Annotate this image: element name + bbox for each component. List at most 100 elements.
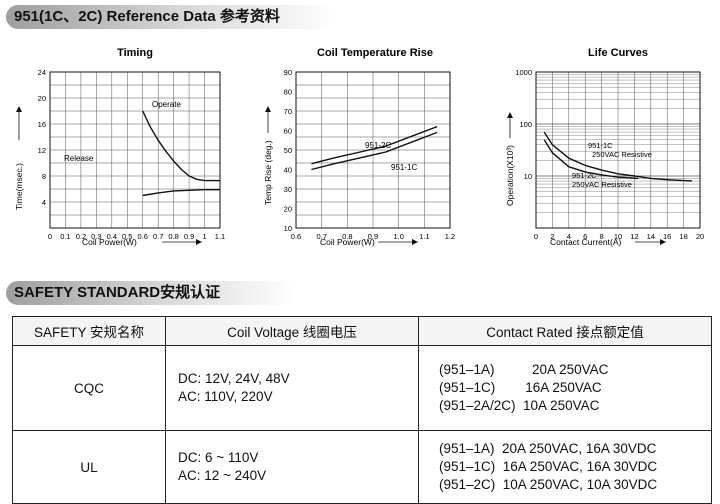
x-tick-label: 0.3	[91, 232, 101, 241]
series-line	[311, 131, 438, 171]
x-tick-label: 0.7	[153, 232, 163, 241]
y-tick-label: 100	[519, 120, 532, 129]
voltage-line: AC: 12 ~ 240V	[178, 468, 267, 483]
x-tick-label: 1.1	[419, 232, 429, 241]
y-tick-label: 70	[284, 107, 292, 116]
life-ylabel: Operation(X10³)	[505, 145, 515, 206]
life-2c-rating: 250VAC Resistive	[572, 180, 632, 189]
header-coil-voltage: Coil Voltage 线圈电压	[165, 316, 419, 346]
table-row: CQC DC: 12V, 24V, 48V AC: 110V, 220V (95…	[12, 345, 712, 431]
x-tick-label: 0	[48, 232, 52, 241]
life-1c-rating: 250VAC Resistive	[592, 150, 652, 159]
x-tick-label: 0	[534, 232, 538, 241]
coil-temp-chart: Coil Temperature Rise 0.6 0.7 0.8 0.9 1.0 1.1…	[263, 47, 456, 247]
x-tick-label: 20	[696, 232, 704, 241]
timing-yaxis-arrow	[16, 106, 22, 140]
x-tick-label: 6	[583, 232, 587, 241]
y-tick-label: 10	[284, 224, 292, 233]
x-tick-label: 1.2	[445, 232, 455, 241]
y-tick-label: 20	[38, 94, 46, 103]
table-header-row: SAFETY 安规名称 Coil Voltage 线圈电压 Contact Ra…	[12, 316, 712, 346]
y-tick-label: 1000	[515, 68, 532, 77]
coil-temp-2c-label: 951-2C	[365, 141, 391, 150]
safety-title: SAFETY STANDARD安规认证	[14, 284, 221, 301]
life-curves-chart: Life Curves 0 2 4 6 8 10 12 14 16 18 20 10 100 1000 9…	[505, 47, 704, 247]
x-tick-label: 0.9	[184, 232, 194, 241]
timing-ylabel: Time(msec.)	[14, 163, 24, 210]
y-tick-label: 50	[284, 146, 292, 155]
coil-temp-yaxis-arrow	[265, 106, 271, 133]
y-tick-label: 20	[284, 205, 292, 214]
timing-series	[142, 110, 220, 197]
y-tick-label: 60	[284, 127, 292, 136]
life-grid	[535, 71, 701, 229]
coil-temp-1c-label: 951-1C	[391, 163, 417, 172]
safety-name-cell: CQC	[12, 345, 166, 431]
y-tick-label: 16	[38, 120, 46, 129]
y-tick-label: 8	[42, 172, 46, 181]
reference-header-bar	[6, 5, 336, 29]
voltage-line: DC: 12V, 24V, 48V	[178, 371, 290, 386]
life-title: Life Curves	[588, 47, 648, 59]
series-line	[543, 131, 692, 182]
reference-title: 951(1C、2C) Reference Data 参考资料	[14, 8, 280, 25]
coil-voltage-cell: DC: 12V, 24V, 48V AC: 110V, 220V	[165, 345, 419, 431]
life-series	[543, 131, 692, 182]
life-yaxis-arrow	[507, 112, 513, 138]
x-tick-label: 12	[630, 232, 638, 241]
y-tick-label: 10	[524, 172, 532, 181]
x-tick-label: 10	[614, 232, 622, 241]
x-tick-label: 0.8	[342, 232, 352, 241]
safety-table: SAFETY 安规名称 Coil Voltage 线圈电压 Contact Ra…	[12, 316, 712, 504]
plot-frame	[295, 71, 451, 229]
y-tick-label: 40	[284, 166, 292, 175]
timing-ticks: 0 0.1 0.2 0.3 0.4 0.5 0.6 0.7 0.8 0.9 1 1.1 4 8 12 16 20…	[38, 68, 226, 241]
safety-header-bar	[6, 281, 296, 305]
contact-rated-cell: (951–1A) 20A 250VAC (951–1C) 16A 250VAC …	[418, 345, 712, 431]
timing-operate-label: Operate	[152, 100, 181, 109]
series-line	[142, 110, 220, 182]
coil-temp-ticks: 0.6 0.7 0.8 0.9 1.0 1.1 1.2 10 20 30 40 50 60 70 80 90	[284, 68, 456, 241]
life-2c-label: 951-2C	[572, 171, 597, 180]
x-tick-label: 18	[679, 232, 687, 241]
x-tick-label: 0.6	[291, 232, 301, 241]
x-tick-label: 1.1	[215, 232, 225, 241]
x-tick-label: 4	[567, 232, 571, 241]
coil-voltage-cell: DC: 6 ~ 110V AC: 12 ~ 240V	[165, 430, 419, 504]
series-line	[142, 188, 220, 197]
life-1c-label: 951-1C	[588, 141, 613, 150]
y-tick-label: 30	[284, 185, 292, 194]
x-tick-label: 0.4	[107, 232, 117, 241]
safety-name-cell: UL	[12, 430, 166, 504]
life-ticks: 0 2 4 6 8 10 12 14 16 18 20 10 100 1000	[515, 68, 704, 241]
y-tick-label: 4	[42, 198, 46, 207]
x-tick-label: 14	[647, 232, 655, 241]
life-xaxis-arrow	[635, 239, 666, 245]
timing-chart: Timing 0 0.1 0.2 0.3 0.4 0.5 0.6 0.7 0.8 0.9 1 1.1 4…	[14, 47, 226, 247]
series-line	[311, 125, 438, 165]
y-tick-label: 80	[284, 88, 292, 97]
x-tick-label: 2	[550, 232, 554, 241]
life-xlabel: Contact Current(A)	[550, 237, 621, 247]
coil-temp-xaxis-arrow	[378, 239, 418, 245]
table-row: UL DC: 6 ~ 110V AC: 12 ~ 240V (951–1A) 2…	[12, 430, 712, 504]
timing-title: Timing	[117, 47, 153, 59]
x-tick-label: 0.1	[60, 232, 70, 241]
coil-temp-title: Coil Temperature Rise	[317, 47, 433, 59]
timing-xlabel: Coil Power(W)	[82, 237, 137, 247]
x-tick-label: 1.0	[393, 232, 403, 241]
contact-line: (951–1A) 20A 250VAC	[439, 362, 609, 377]
voltage-line: AC: 110V, 220V	[178, 389, 273, 404]
x-tick-label: 16	[663, 232, 671, 241]
x-tick-label: 0.7	[316, 232, 326, 241]
x-tick-label: 0.9	[368, 232, 378, 241]
coil-temp-series	[311, 125, 438, 171]
timing-release-label: Release	[64, 154, 94, 163]
contact-line: (951–1C) 16A 250VAC	[439, 380, 602, 395]
x-tick-label: 0.6	[138, 232, 148, 241]
coil-temp-ylabel: Temp Rise (deg.)	[263, 140, 273, 205]
contact-rated-cell: (951–1A) 20A 250VAC, 16A 30VDC (951–1C) …	[418, 430, 712, 504]
y-tick-label: 24	[38, 68, 46, 77]
y-tick-label: 90	[284, 68, 292, 77]
x-tick-label: 0.8	[168, 232, 178, 241]
